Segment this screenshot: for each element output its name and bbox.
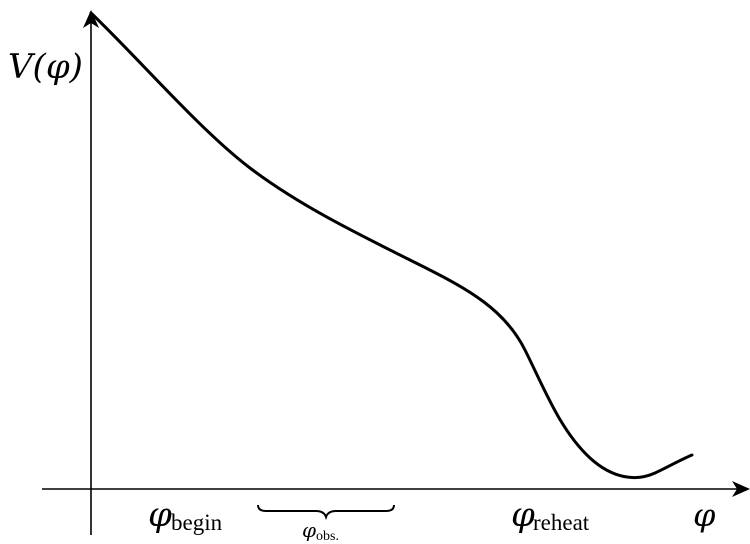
phi-obs-subscript: obs. [316,529,339,544]
phi-obs-symbol: φ [302,518,316,542]
y-axis-label: V(φ) [8,47,83,87]
phi-reheat-label: φ reheat [511,495,590,535]
y-axis-arrowhead [83,10,99,28]
potential-curve [89,11,694,480]
phi-obs-label: φ obs. [302,518,339,544]
x-axis-arrowhead [732,481,750,497]
x-axis-label: φ [693,496,716,534]
obs-range-brace [257,504,395,521]
phi-begin-subscript: begin [171,510,223,535]
phi-begin-symbol: φ [148,495,172,535]
phi-reheat-symbol: φ [511,495,535,535]
phi-begin-label: φ begin [148,495,223,535]
phi-reheat-subscript: reheat [533,510,590,535]
